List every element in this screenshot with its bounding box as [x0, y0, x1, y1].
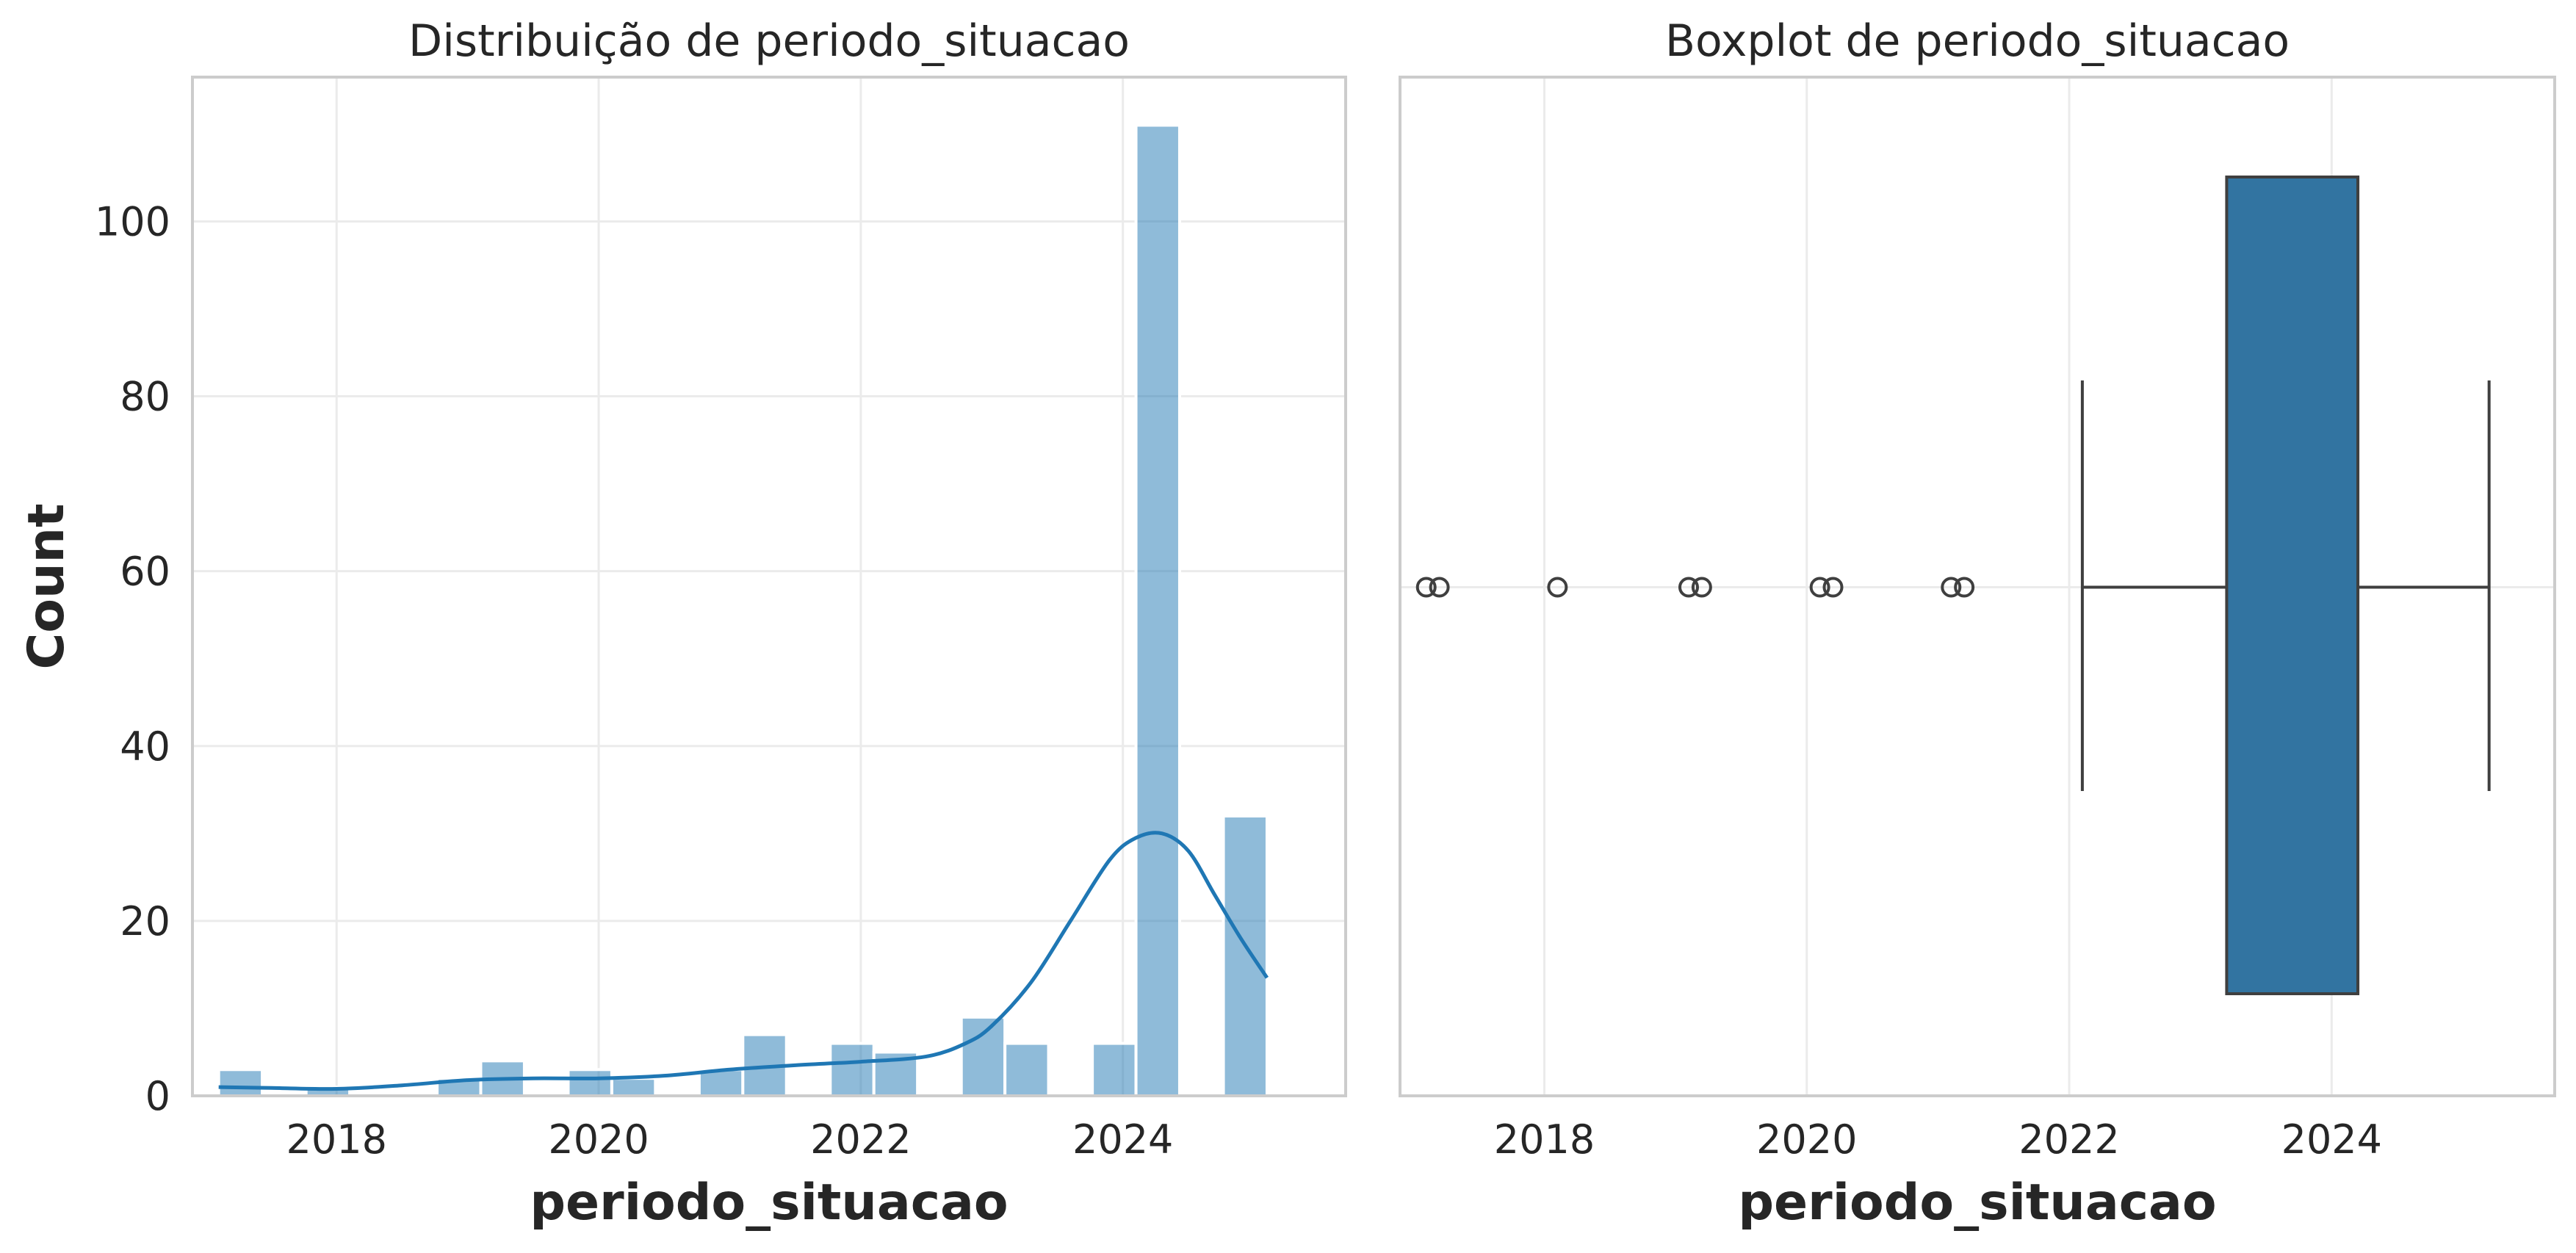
outlier-point — [1691, 577, 1712, 598]
histogram-y-tick-label: 60 — [120, 549, 170, 595]
boxplot-outliers — [1415, 577, 1975, 598]
boxplot-x-tick-label: 2018 — [1494, 1116, 1595, 1163]
outlier-point — [1941, 577, 1962, 598]
histogram-y-axis-label: Count — [18, 504, 76, 670]
histogram-bar — [741, 1033, 788, 1097]
histogram-x-axis-label: periodo_situacao — [530, 1174, 1008, 1232]
histogram-x-tick-label: 2022 — [810, 1116, 911, 1163]
histogram-bar — [1222, 815, 1269, 1098]
histogram-bar — [1134, 123, 1181, 1097]
histogram-y-tick-label: 80 — [120, 374, 170, 420]
outlier-point — [1822, 577, 1844, 598]
histogram-x-tick-label: 2018 — [286, 1116, 387, 1163]
histogram-y-tick-label: 100 — [95, 198, 170, 245]
histogram-bars — [217, 123, 1269, 1098]
boxplot-x-tick-label: 2020 — [1756, 1116, 1857, 1163]
histogram-panel: Distribuição de periodo_situacao 2018 202… — [18, 15, 1347, 1232]
histogram-x-ticks: 2018 2020 2022 2024 — [286, 1116, 1174, 1163]
boxplot-x-axis-label: periodo_situacao — [1738, 1174, 2216, 1232]
histogram-bar — [829, 1041, 876, 1098]
histogram-frame — [191, 76, 1347, 1097]
histogram-bar — [1091, 1041, 1138, 1098]
histogram-y-tick-label: 0 — [145, 1073, 170, 1119]
histogram-x-tick-label: 2020 — [548, 1116, 649, 1163]
boxplot-panel: Boxplot de periodo_situacao 2018 2020 2022… — [1399, 15, 2556, 1232]
histogram-y-tick-label: 40 — [120, 723, 170, 770]
boxplot-title: Boxplot de periodo_situacao — [1665, 15, 2290, 67]
histogram-bar — [610, 1077, 657, 1098]
outlier-point — [1954, 577, 1975, 598]
histogram-y-ticks: 0 20 40 60 80 100 — [95, 198, 170, 1119]
outlier-point — [1809, 577, 1830, 598]
interquartile-box — [2225, 176, 2360, 995]
histogram-bar — [217, 1068, 264, 1097]
histogram-x-tick-label: 2024 — [1072, 1116, 1173, 1163]
histogram-y-tick-label: 20 — [120, 898, 170, 945]
boxplot-body — [2080, 176, 2491, 995]
boxplot-frame — [1399, 76, 2556, 1097]
boxplot-x-ticks: 2018 2020 2022 2024 — [1494, 1116, 2382, 1163]
histogram-title: Distribuição de periodo_situacao — [408, 15, 1130, 67]
outlier-point — [1547, 577, 1568, 598]
outlier-point — [1429, 577, 1450, 598]
histogram-bar — [959, 1015, 1007, 1097]
boxplot-x-tick-label: 2022 — [2018, 1116, 2119, 1163]
boxplot-x-tick-label: 2024 — [2281, 1116, 2382, 1163]
outlier-point — [1415, 577, 1437, 598]
histogram-bar — [1003, 1041, 1050, 1098]
histogram-bar — [566, 1068, 613, 1097]
kde-curve — [218, 831, 1269, 1091]
outlier-point — [1678, 577, 1699, 598]
